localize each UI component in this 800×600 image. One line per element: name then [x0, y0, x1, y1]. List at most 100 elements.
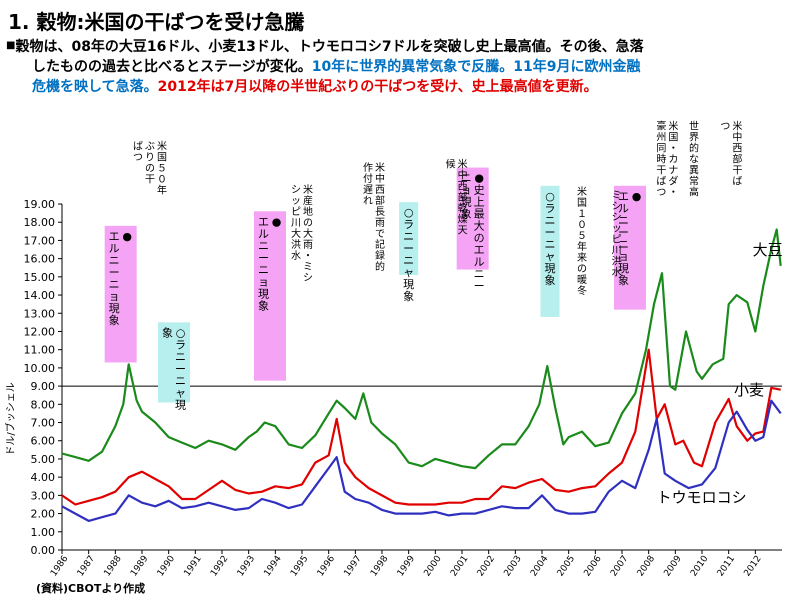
series-line-0 [61, 228, 782, 470]
weather-note-text: 豪州同時干ばつ [656, 119, 666, 198]
weather-note-text: ぶりの干 [145, 140, 155, 185]
x-tick-label: 1990 [156, 554, 177, 579]
phenomenon-box-text: ニョ現象 [461, 172, 472, 221]
series-line-1 [61, 348, 781, 506]
phenomenon-box-text: ○ラニーニャ現 [175, 326, 186, 411]
weather-note: 世界的な異常高 [689, 120, 699, 198]
weather-note-text: 米中西部長雨で記録的 [375, 161, 385, 273]
x-tick-label: 1995 [289, 554, 310, 578]
x-tick-label: 2002 [476, 554, 497, 578]
phenomenon-box-text: ● [272, 215, 282, 228]
phenomenon-box-bg [614, 185, 646, 310]
x-tick-label: 2011 [716, 554, 737, 578]
weather-note: 米国１０５年来の暖冬 [577, 185, 587, 297]
x-tick-label: 2001 [449, 554, 470, 578]
intro-line2-black: したものの過去と比べるとステージが変化。 [32, 59, 312, 75]
weather-note-text: 世界的な異常高 [689, 120, 699, 198]
weather-note-text: 候 [446, 158, 456, 171]
y-tick-label: 10.00 [24, 362, 56, 375]
x-tick-label: 2000 [422, 554, 443, 579]
x-tick-label: 1991 [182, 554, 203, 578]
weather-note-text: ばつ [133, 140, 143, 163]
y-tick-label: 6.00 [31, 435, 56, 448]
weather-note: 米国・カナダ・豪州同時干ばつ [656, 119, 678, 198]
x-tick-label: 1997 [342, 554, 363, 578]
y-tick-label: 8.00 [31, 398, 56, 411]
series-label: 大豆 [753, 241, 783, 259]
x-tick-label: 2010 [689, 554, 710, 579]
x-tick-label: 2004 [529, 554, 550, 579]
weather-note-text: つ [720, 121, 730, 132]
x-tick-label: 2008 [636, 554, 657, 579]
y-tick-label: 4.00 [31, 471, 56, 484]
x-tick-label: 1999 [396, 554, 417, 579]
x-tick-label: 2005 [556, 554, 577, 578]
phenomenon-box-text: ○ラニーニャ現象 [545, 190, 556, 287]
y-axis-label: ドル/ブッシェル [4, 382, 17, 455]
y-tick-label: 19.00 [24, 198, 56, 211]
y-tick-label: 7.00 [31, 417, 56, 430]
intro-line2-blue: 10年に世界的異常気象で反騰。11年9月に欧州金融 [311, 59, 641, 75]
phenomenon-box: ○ラニーニャ現象 [158, 322, 190, 411]
y-tick-label: 14.00 [24, 289, 56, 302]
weather-note-text: 米国５０年 [157, 139, 167, 196]
series-label: 小麦 [734, 381, 764, 399]
x-tick-label: 2003 [502, 554, 523, 578]
y-tick-label: 17.00 [24, 234, 56, 247]
x-tick-label: 1989 [129, 554, 150, 579]
x-tick-label: 1987 [76, 554, 97, 578]
y-tick-label: 2.00 [31, 508, 56, 521]
series-line-2 [61, 399, 782, 523]
y-tick-label: 12.00 [24, 325, 56, 338]
weather-note-text: 米中西部干ば [732, 119, 742, 187]
y-tick-label: 1.00 [31, 526, 56, 539]
y-tick-label: 0.00 [31, 544, 56, 557]
x-tick-label: 1992 [209, 554, 230, 578]
weather-note-text: 米中西部乾燥天 [458, 158, 468, 237]
phenomenon-box: ○ラニーニャ現象 [540, 185, 560, 317]
y-tick-label: 5.00 [31, 453, 56, 466]
phenomenon-box-bg [254, 211, 286, 381]
y-tick-label: 13.00 [24, 307, 56, 320]
x-tick-label: 1996 [316, 554, 337, 579]
series-label: トウモロコシ [657, 489, 747, 507]
intro-line3-red: 2012年は7月以降の半世紀ぶりの干ばつを受け、史上最高値を更新。 [157, 79, 598, 95]
x-tick-label: 1998 [369, 554, 390, 579]
intro-line1: 穀物は、08年の大豆16ドル、小麦13ドル、トウモロコシ7ドルを突破し史上最高値… [15, 39, 644, 55]
phenomenon-box-bg [456, 167, 489, 270]
intro-line3-blue: 危機を映して急落。 [32, 79, 158, 95]
phenomenon-box-text: ○ラニーニャ現象 [403, 206, 414, 303]
phenomenon-box: ○ラニーニャ現象 [399, 202, 419, 303]
phenomenon-box-bg [540, 185, 560, 317]
phenomenon-box-text: 象 [162, 326, 173, 339]
weather-note-text: 米国・カナダ・ [668, 119, 678, 198]
x-tick-label: 1994 [262, 554, 283, 579]
x-tick-label: 2009 [662, 554, 683, 579]
intro-text: ■穀物は、08年の大豆16ドル、小麦13ドル、トウモロコシ7ドルを突破し史上最高… [6, 36, 798, 97]
bullet-icon: ■ [6, 40, 16, 51]
phenomenon-box-text: ● [632, 190, 642, 203]
y-tick-label: 16.00 [24, 253, 56, 266]
phenomenon-box-text: ● [122, 230, 132, 243]
x-tick-label: 1986 [49, 554, 70, 579]
phenomenon-box-text: ●史上最大のエルニー [474, 172, 485, 293]
phenomenon-box-text: エルニーニョ現象 [618, 190, 629, 287]
y-tick-label: 15.00 [24, 271, 56, 284]
phenomenon-box: ●エルニーニョ現象 [614, 185, 646, 310]
weather-note-text: ミシシッピ川洪水 [612, 191, 622, 279]
y-tick-label: 11.00 [24, 344, 56, 357]
weather-note-text: シッピ川大洪水 [291, 185, 301, 262]
phenomenon-box-bg [158, 322, 190, 403]
y-tick-label: 18.00 [24, 216, 56, 229]
page-title: 1. 穀物:米国の干ばつを受け急騰 [8, 10, 305, 34]
y-tick-label: 3.00 [31, 489, 56, 502]
phenomenon-box: ●エルニーニョ現象 [254, 211, 286, 381]
x-tick-label: 1988 [102, 554, 123, 579]
